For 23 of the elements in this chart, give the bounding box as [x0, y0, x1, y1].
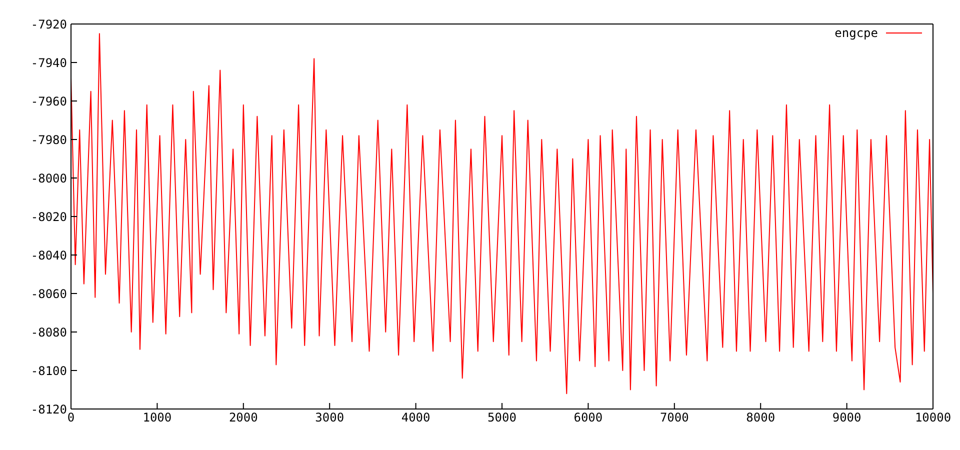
- y-tick-label: -8040: [30, 248, 67, 262]
- y-tick-label: -7960: [30, 94, 67, 108]
- y-tick-label: -8100: [30, 364, 67, 378]
- y-tick-label: -7980: [30, 132, 67, 147]
- y-tick-label: -7920: [30, 17, 67, 32]
- x-tick-label: 9000: [832, 410, 862, 425]
- y-tick-label: -8000: [30, 171, 67, 186]
- x-tick-label: 5000: [488, 410, 516, 425]
- y-tick-label: -8120: [30, 402, 67, 416]
- x-tick-label: 4000: [401, 410, 430, 425]
- x-tick-label: 8000: [746, 410, 776, 425]
- y-tick-label: -8020: [30, 210, 67, 224]
- x-tick-label: 10000: [914, 410, 952, 425]
- y-tick-label: -7940: [30, 56, 67, 70]
- x-tick-label: 3000: [315, 410, 344, 425]
- x-tick-label: 1000: [142, 410, 172, 425]
- y-tick-label: -8080: [30, 325, 67, 340]
- y-tick-label: -8060: [30, 286, 67, 301]
- x-tick-label: 2000: [228, 410, 258, 425]
- x-tick-label: 0: [67, 410, 75, 425]
- legend-label: engcpe: [834, 26, 878, 40]
- x-tick-label: 7000: [660, 410, 689, 425]
- x-tick-label: 6000: [574, 410, 603, 425]
